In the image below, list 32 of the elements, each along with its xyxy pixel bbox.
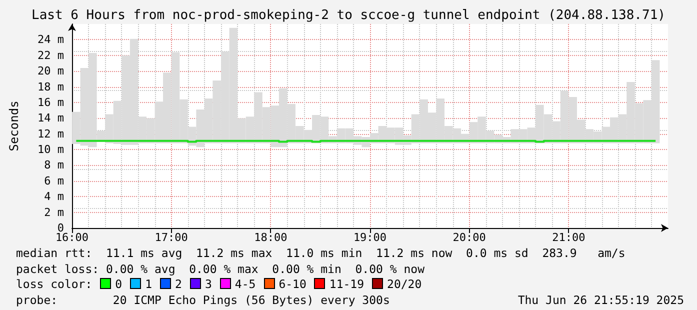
y-tick-label: 18 m	[38, 80, 64, 94]
y-tick-label: 4 m	[44, 190, 64, 204]
y-axis-title: Seconds	[7, 100, 21, 152]
text: probe: 20 ICMP Echo Pings (56 Bytes) every 300s	[16, 292, 390, 306]
text: median rtt: 11.1 ms avg 11.2 ms max 11.0 ms min 11.2 ms now 0.0 ms sd 283.9 am/s	[16, 246, 626, 260]
y-tick-label: 14 m	[38, 112, 64, 125]
y-tick-label: 12 m	[38, 127, 64, 140]
chart-title: Last 6 Hours from noc-prod-smokeping-2 to sccoe-g tunnel endpoint (204.88.138.71)	[32, 8, 666, 23]
y-tick-label: 10 m	[38, 143, 64, 156]
y-tick-label: 2 m	[44, 206, 64, 219]
text: packet loss: 0.00 % avg 0.00 % max 0.00 % min 0.00 % now	[16, 262, 424, 276]
y-tick-label: 20 m	[38, 64, 64, 78]
text: 2	[175, 277, 182, 291]
x-tick-label: 19:00	[353, 231, 387, 244]
x-tick-label: 21:00	[552, 231, 586, 244]
text: 0	[115, 277, 122, 291]
y-tick-label: 22 m	[38, 48, 64, 62]
text: 6-10	[278, 277, 306, 291]
text: 20/20	[387, 277, 422, 291]
y-tick-label: 16 m	[38, 96, 64, 109]
text: 11-19	[329, 277, 364, 291]
y-tick-label: 6 m	[44, 174, 64, 188]
x-tick-label: 20:00	[452, 231, 486, 244]
text: Thu Jun 26 21:55:19 2025	[518, 292, 684, 308]
text: 4-5	[234, 277, 256, 291]
y-tick-label: 8 m	[44, 158, 64, 172]
text: loss color:	[16, 277, 92, 291]
x-tick-label: 17:00	[154, 231, 188, 244]
text: 1	[145, 277, 152, 291]
y-tick-label: 24 m	[38, 33, 64, 46]
x-tick-label: 18:00	[254, 231, 288, 244]
text: 3	[204, 277, 212, 291]
